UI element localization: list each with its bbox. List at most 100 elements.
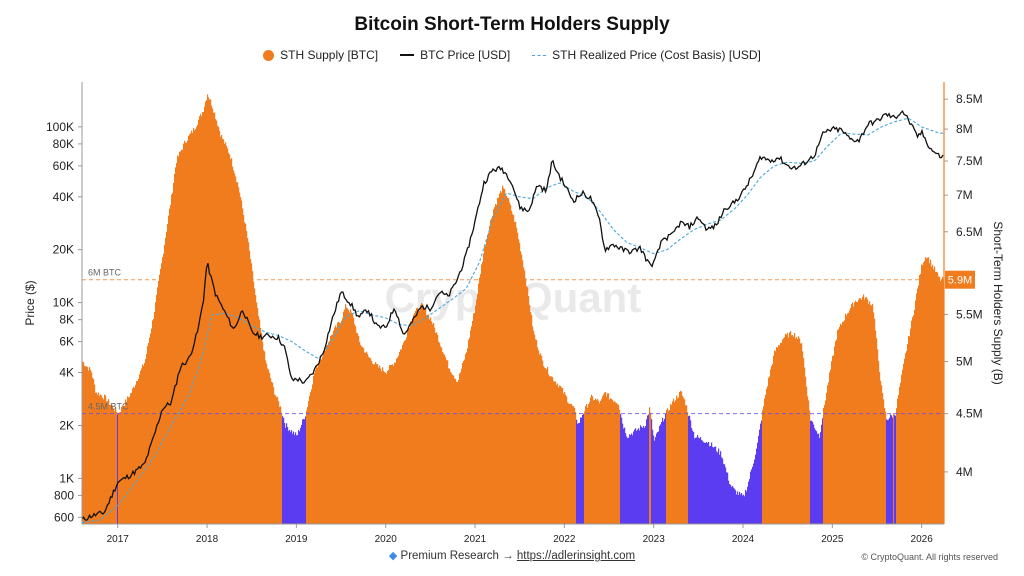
sth-supply-bar [462,362,464,524]
sth-supply-bar [112,405,114,524]
sth-supply-bar [133,386,135,524]
sth-supply-bar [619,409,621,524]
sth-supply-bar [903,363,905,524]
legend-item-sth-supply[interactable]: STH Supply [BTC] [263,48,378,62]
sth-supply-bar [321,359,323,524]
sth-supply-bar [532,326,534,524]
legend-item-btc-price[interactable]: BTC Price [USD] [400,48,510,62]
sth-supply-bar [663,421,665,524]
btc-price-line [81,110,944,521]
sth-supply-bar [753,463,755,524]
sth-supply-bar [425,308,427,524]
sth-supply-bar [147,346,149,524]
sth-supply-bar [596,399,598,524]
legend-item-sth-realized-price[interactable]: STH Realized Price (Cost Basis) [USD] [532,48,761,62]
sth-supply-bar [922,265,924,524]
sth-supply-bar [208,97,210,524]
sth-supply-bar [889,417,891,524]
sth-supply-bar [821,424,823,524]
left-tick-label: 1K [59,471,74,485]
sth-supply-bar [170,205,172,525]
sth-supply-bar [706,441,708,524]
sth-supply-bar [88,370,90,524]
sth-supply-bar [231,158,233,524]
sth-supply-bar [492,215,494,524]
sth-supply-bar [450,371,452,524]
sth-supply-bar [478,283,480,524]
sth-supply-bar [341,320,343,524]
sth-supply-bar [929,263,931,524]
sth-supply-bar [163,253,165,524]
sth-supply-bar [186,142,188,525]
sth-supply-bar [382,367,384,524]
sth-supply-bar [195,129,197,524]
sth-supply-bar [269,372,271,524]
sth-supply-bar [496,204,498,524]
sth-supply-bar [612,399,614,524]
sth-supply-bar [420,304,422,524]
sth-supply-bar [780,342,782,524]
sth-supply-bar [465,353,467,524]
sth-supply-bar [928,257,930,524]
sth-supply-bar [260,327,262,524]
sth-supply-bar [751,469,753,524]
sth-supply-bar [624,427,626,524]
sth-supply-bar [839,326,841,524]
sth-supply-bar [615,402,617,524]
sth-supply-bar [770,369,772,524]
sth-supply-bar [595,398,597,524]
sth-supply-bar [866,297,868,524]
sth-supply-bar [302,419,304,524]
sth-supply-bar [458,379,460,524]
sth-supply-bar [696,437,698,524]
sth-supply-bar [419,310,421,524]
sth-supply-bar [298,430,300,524]
footer-link[interactable]: https://adlerinsight.com [516,550,636,562]
sth-supply-bar [209,99,211,524]
sth-supply-bar [275,395,277,524]
sth-supply-bar [413,315,415,524]
sth-supply-bar [725,467,727,524]
sth-supply-bar [164,244,166,524]
sth-supply-bar [216,120,218,524]
sth-supply-bar [836,339,838,524]
sth-supply-bar [850,307,852,524]
sth-supply-bar [563,393,565,524]
sth-supply-bar [652,429,654,524]
sth-supply-bar [166,231,168,524]
sth-supply-bar [677,398,679,524]
sth-supply-bar [379,365,381,524]
sth-supply-bar [194,130,196,524]
x-tick-label: 2024 [732,534,755,545]
sth-supply-bar [576,419,578,524]
sth-supply-bar [925,257,927,524]
sth-supply-bar [589,402,591,524]
sth-supply-bar [377,364,379,524]
sth-supply-bar [444,354,446,524]
sth-supply-bar [606,396,608,524]
sth-supply-bar [621,417,623,524]
sth-supply-bar [422,304,424,524]
sth-supply-bar [139,374,141,524]
sth-supply-bar [921,264,923,524]
sth-supply-bar [852,302,854,524]
sth-supply-bar [270,378,272,524]
sth-supply-bar [316,365,318,524]
sth-supply-bar [156,294,158,524]
sth-supply-bar [466,352,468,524]
sth-supply-bar [825,400,827,524]
sth-supply-bar [524,270,526,524]
sth-supply-bar [815,430,817,524]
sth-supply-bar [345,304,347,524]
sth-supply-bar [355,326,357,524]
sth-supply-bar [834,346,836,524]
sth-supply-bar [923,262,925,524]
sth-supply-bar [637,429,639,524]
sth-supply-bar [528,296,530,524]
sth-supply-bar [515,221,517,524]
sth-supply-bar [446,360,448,524]
sth-supply-bar [880,380,882,524]
sth-supply-bar [185,142,187,524]
sth-supply-bar [228,152,230,524]
